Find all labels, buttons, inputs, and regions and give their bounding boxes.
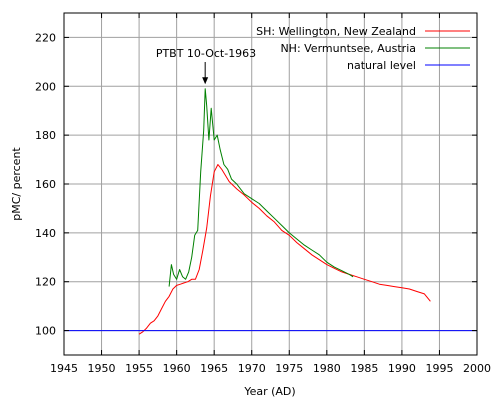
x-tick-label: 1965 <box>200 362 228 375</box>
y-axis-label: pMC/ percent <box>10 147 23 221</box>
x-tick-label: 2000 <box>463 362 491 375</box>
legend-entry-label: NH: Vermuntsee, Austria <box>280 42 416 55</box>
y-tick-label: 200 <box>35 80 56 93</box>
series-layer <box>64 88 477 335</box>
y-tick-label: 220 <box>35 31 56 44</box>
y-tick-label: 160 <box>35 178 56 191</box>
annotation-arrow-head <box>202 77 209 85</box>
y-tick-label: 180 <box>35 129 56 142</box>
y-tick-label: 100 <box>35 325 56 338</box>
y-tick-label: 120 <box>35 276 56 289</box>
x-tick-label: 1945 <box>50 362 78 375</box>
x-tick-label: 1960 <box>163 362 191 375</box>
x-tick-label: 1980 <box>313 362 341 375</box>
x-tick-label: 1975 <box>275 362 303 375</box>
x-tick-label: 1990 <box>388 362 416 375</box>
legend-entry-label: natural level <box>347 59 416 72</box>
x-tick-label: 1985 <box>350 362 378 375</box>
ticks-layer: 1945 1950 1955 1960 1965 1970 1975 1980 1985 1990… <box>35 13 491 375</box>
legend-entry-label: SH: Wellington, New Zealand <box>256 25 416 38</box>
annotation-label: PTBT 10-Oct-1963 <box>156 47 256 60</box>
x-tick-label: 1950 <box>88 362 116 375</box>
series-line-1 <box>168 88 354 287</box>
x-tick-label: 1955 <box>125 362 153 375</box>
x-tick-label: 1995 <box>425 362 453 375</box>
x-axis-label: Year (AD) <box>243 385 295 398</box>
x-tick-label: 1970 <box>238 362 266 375</box>
annotation-layer: PTBT 10-Oct-1963 <box>156 47 256 85</box>
series-line-0 <box>138 164 431 335</box>
y-tick-label: 140 <box>35 227 56 240</box>
legend: SH: Wellington, New Zealand NH: Vermuntse… <box>256 25 470 72</box>
